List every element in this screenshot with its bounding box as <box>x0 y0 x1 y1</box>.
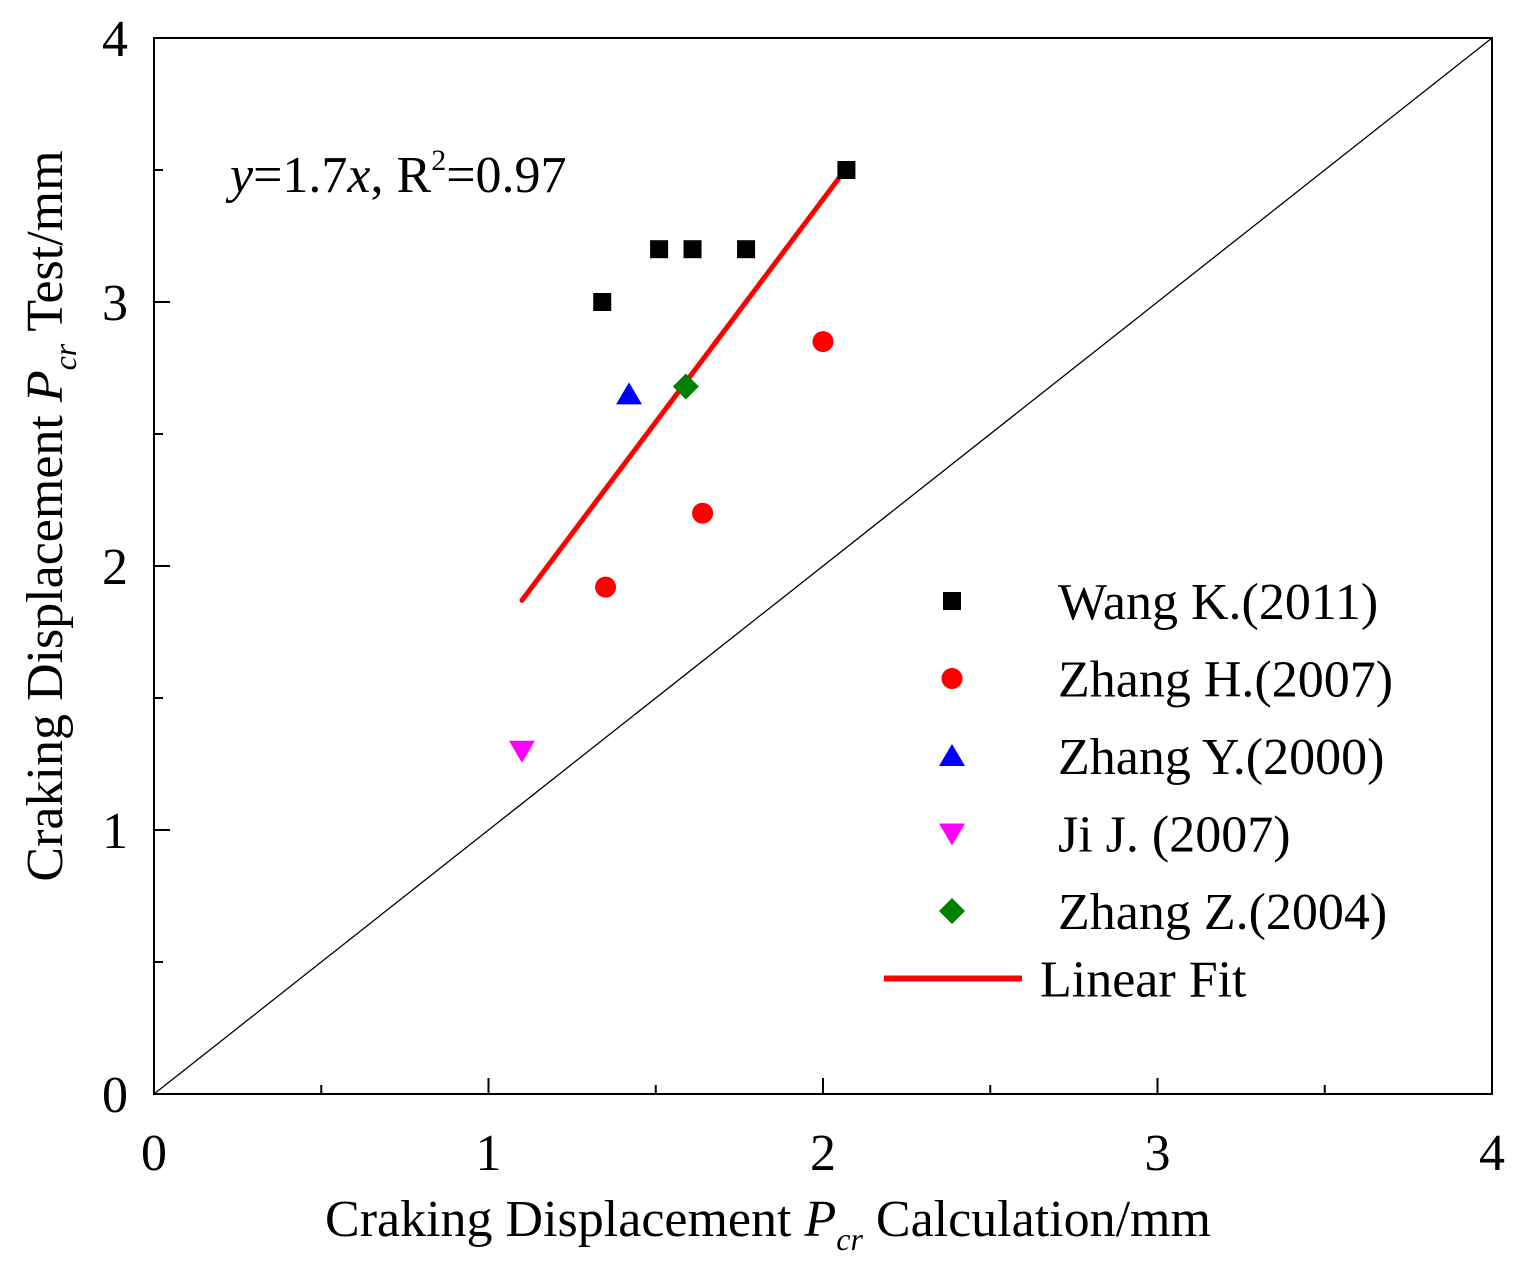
legend-label: Ji J. (2007) <box>1058 807 1291 864</box>
axis-tick-labels: 0 1 2 3 4 0 1 2 3 4 <box>102 11 1505 1182</box>
y-tick-label: 2 <box>102 539 128 596</box>
x-tick-label: 2 <box>810 1125 836 1182</box>
legend-label: Wang K.(2011) <box>1058 574 1378 631</box>
y-axis-label: Craking Displacement Pcr Test/mm <box>17 150 83 881</box>
x-axis-label-post: Calculation/mm <box>863 1191 1211 1248</box>
legend-marker-square <box>943 592 961 610</box>
x-axis-label-pre: Craking Displacement <box>325 1191 804 1248</box>
legend: Wang K.(2011) Zhang H.(2007) Zhang Y.(2000… <box>884 574 1393 1009</box>
y-tick-label: 0 <box>102 1067 128 1124</box>
legend-label: Linear Fit <box>1040 952 1247 1009</box>
diamond-data-point <box>672 373 699 400</box>
reference-line-y-equals-x <box>153 37 1493 1095</box>
x-axis-label: Craking Displacement Pcr Calculation/mm <box>325 1191 1211 1257</box>
y-axis-label-sub: cr <box>47 343 83 370</box>
annotation-sup: 2 <box>431 144 446 177</box>
x-tick-label: 3 <box>1145 1125 1171 1182</box>
x-axis-label-var: P <box>803 1191 836 1248</box>
y-axis-label-var: P <box>17 370 74 403</box>
legend-marker-diamond <box>939 898 965 924</box>
triangle-down-data-point <box>508 740 535 763</box>
x-axis-label-sub: cr <box>836 1221 863 1257</box>
y-tick-label: 3 <box>102 275 128 332</box>
circle-data-point <box>812 331 834 353</box>
y-tick-label: 1 <box>102 803 128 860</box>
square-data-point <box>837 161 856 179</box>
y-tick-label: 4 <box>102 11 128 68</box>
annotation-tail: =0.97 <box>446 147 566 204</box>
circle-data-point <box>692 502 714 524</box>
square-data-point <box>593 293 612 311</box>
annotation-eq: =1.7 <box>253 147 347 204</box>
annotation-y: y <box>225 147 254 204</box>
annotation-r: , R <box>371 147 432 204</box>
legend-marker-triangle-down <box>939 823 965 846</box>
legend-label: Zhang Y.(2000) <box>1058 729 1384 786</box>
x-tick-label: 0 <box>141 1125 167 1182</box>
triangle-up-data-point <box>615 382 642 405</box>
x-tick-label: 1 <box>476 1125 502 1182</box>
fit-equation-annotation: y=1.7x, R2=0.97 <box>225 144 567 204</box>
annotation-x: x <box>346 147 370 204</box>
square-data-point <box>683 240 702 259</box>
square-data-point <box>737 240 756 259</box>
y-axis-label-pre: Craking Displacement <box>17 402 74 881</box>
legend-marker-triangle-up <box>939 744 965 766</box>
plot-frame <box>153 37 1493 1095</box>
legend-marker-circle <box>941 668 963 689</box>
circle-data-point <box>595 576 617 598</box>
data-points <box>508 161 856 763</box>
y-axis-label-post: Test/mm <box>17 150 74 343</box>
x-tick-label: 4 <box>1479 1125 1505 1182</box>
legend-label: Zhang Z.(2004) <box>1058 884 1387 941</box>
square-data-point <box>650 240 669 259</box>
legend-label: Zhang H.(2007) <box>1058 652 1393 709</box>
